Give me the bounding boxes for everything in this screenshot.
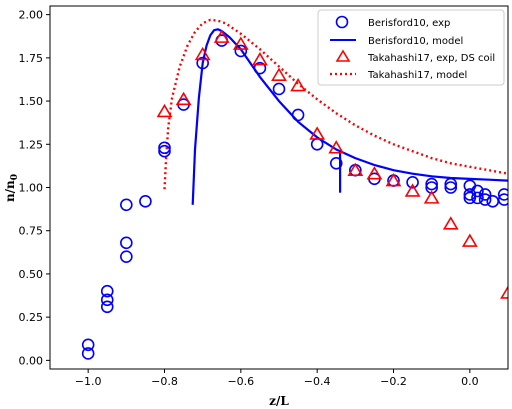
data-point-circle <box>120 250 133 263</box>
data-point-triangle <box>213 29 230 43</box>
legend-box <box>317 9 505 86</box>
y-tick-label: 1.25 <box>19 138 44 151</box>
y-tick-label: 2.00 <box>19 9 44 22</box>
data-point-circle <box>196 56 209 70</box>
y-tick-label: 0.75 <box>19 225 44 238</box>
data-point-triangle <box>423 190 440 204</box>
legend-entry-berisford-exp: Berisford10, exp <box>335 15 450 29</box>
data-point-triangle <box>175 91 192 106</box>
legend-label: Takahashi17, model <box>367 70 467 81</box>
y-axis-label-sub: 0 <box>10 174 20 180</box>
x-tick-label: −0.4 <box>304 375 331 388</box>
x-tick-label: −0.6 <box>227 375 254 388</box>
data-point-circle <box>478 188 492 201</box>
x-tick-label: −1.0 <box>75 375 102 388</box>
y-tick-label: 0.00 <box>19 354 44 367</box>
data-point-triangle <box>232 36 249 50</box>
x-tick-label: −0.2 <box>380 375 407 388</box>
data-point-triangle <box>385 173 402 187</box>
x-tick-label: −0.8 <box>151 375 178 388</box>
data-point-triangle <box>290 77 306 92</box>
data-layer <box>81 18 508 360</box>
data-point-triangle <box>442 216 459 230</box>
data-point-circle <box>139 195 152 208</box>
data-point-triangle <box>328 140 345 154</box>
data-point-circle <box>120 198 133 212</box>
data-point-triangle <box>404 183 421 197</box>
data-point-circle <box>81 347 95 360</box>
data-point-triangle <box>194 46 211 61</box>
data-point-circle <box>329 157 343 170</box>
legend-entry-takahashi-model: Takahashi17, model <box>330 70 467 81</box>
data-point-circle <box>471 184 484 198</box>
data-point-circle <box>120 236 133 250</box>
y-tick-label: 1.75 <box>19 52 44 65</box>
legend-entry-berisford-model: Berisford10, model <box>330 36 463 47</box>
data-point-circle <box>471 191 484 205</box>
data-point-circle <box>291 108 305 122</box>
data-point-circle <box>497 193 508 206</box>
data-point-circle <box>158 141 171 155</box>
data-point-circle <box>444 181 458 194</box>
data-point-circle <box>81 338 95 352</box>
x-tick-label: 0.0 <box>461 375 479 388</box>
data-point-circle <box>425 177 438 191</box>
legend-marker-triangle <box>335 49 351 62</box>
x-axis-label: z/L <box>269 394 289 408</box>
y-tick-label: 0.25 <box>19 311 44 324</box>
legend-label: Berisford10, model <box>368 36 463 47</box>
data-point-triangle <box>366 166 383 180</box>
y-axis-label: n/n0 <box>3 174 20 202</box>
y-tick-label: 0.50 <box>19 268 44 281</box>
data-point-circle <box>234 44 248 58</box>
axes-layer: −1.0 −0.8 −0.6 −0.4 −0.2 0.0 0.00 0.25 0.50 0.75 1… <box>19 9 479 388</box>
berisford-model-line <box>191 28 508 205</box>
data-point-circle <box>444 177 458 191</box>
data-point-circle <box>272 82 286 96</box>
data-point-circle <box>463 188 477 201</box>
legend-marker-circle <box>335 15 349 29</box>
legend: Berisford10, exp Berisford10, model Taka… <box>317 9 505 86</box>
data-point-triangle <box>500 285 508 299</box>
data-point-circle <box>100 293 114 307</box>
data-point-circle <box>253 61 267 75</box>
data-point-triangle <box>461 233 478 247</box>
legend-label: Takahashi17, exp, DS coil <box>367 53 495 64</box>
data-point-triangle <box>347 162 364 177</box>
data-point-circle <box>497 188 508 201</box>
legend-label: Berisford10, exp <box>368 18 450 29</box>
data-point-triangle <box>271 67 287 81</box>
y-tick-label: 1.50 <box>19 95 44 108</box>
data-point-triangle <box>252 52 268 66</box>
series-points-group <box>156 29 508 299</box>
data-point-circle <box>158 144 171 158</box>
y-tick-label: 1.00 <box>19 182 44 195</box>
data-point-circle <box>406 176 419 189</box>
legend-entry-takahashi-exp: Takahashi17, exp, DS coil <box>335 49 495 64</box>
data-point-triangle <box>156 103 173 118</box>
data-point-circle <box>463 191 477 205</box>
data-point-circle <box>100 300 114 314</box>
data-point-circle <box>100 284 114 298</box>
data-point-circle <box>478 193 492 206</box>
y-axis-label-main: n/n <box>3 180 17 202</box>
data-point-triangle <box>309 126 326 140</box>
